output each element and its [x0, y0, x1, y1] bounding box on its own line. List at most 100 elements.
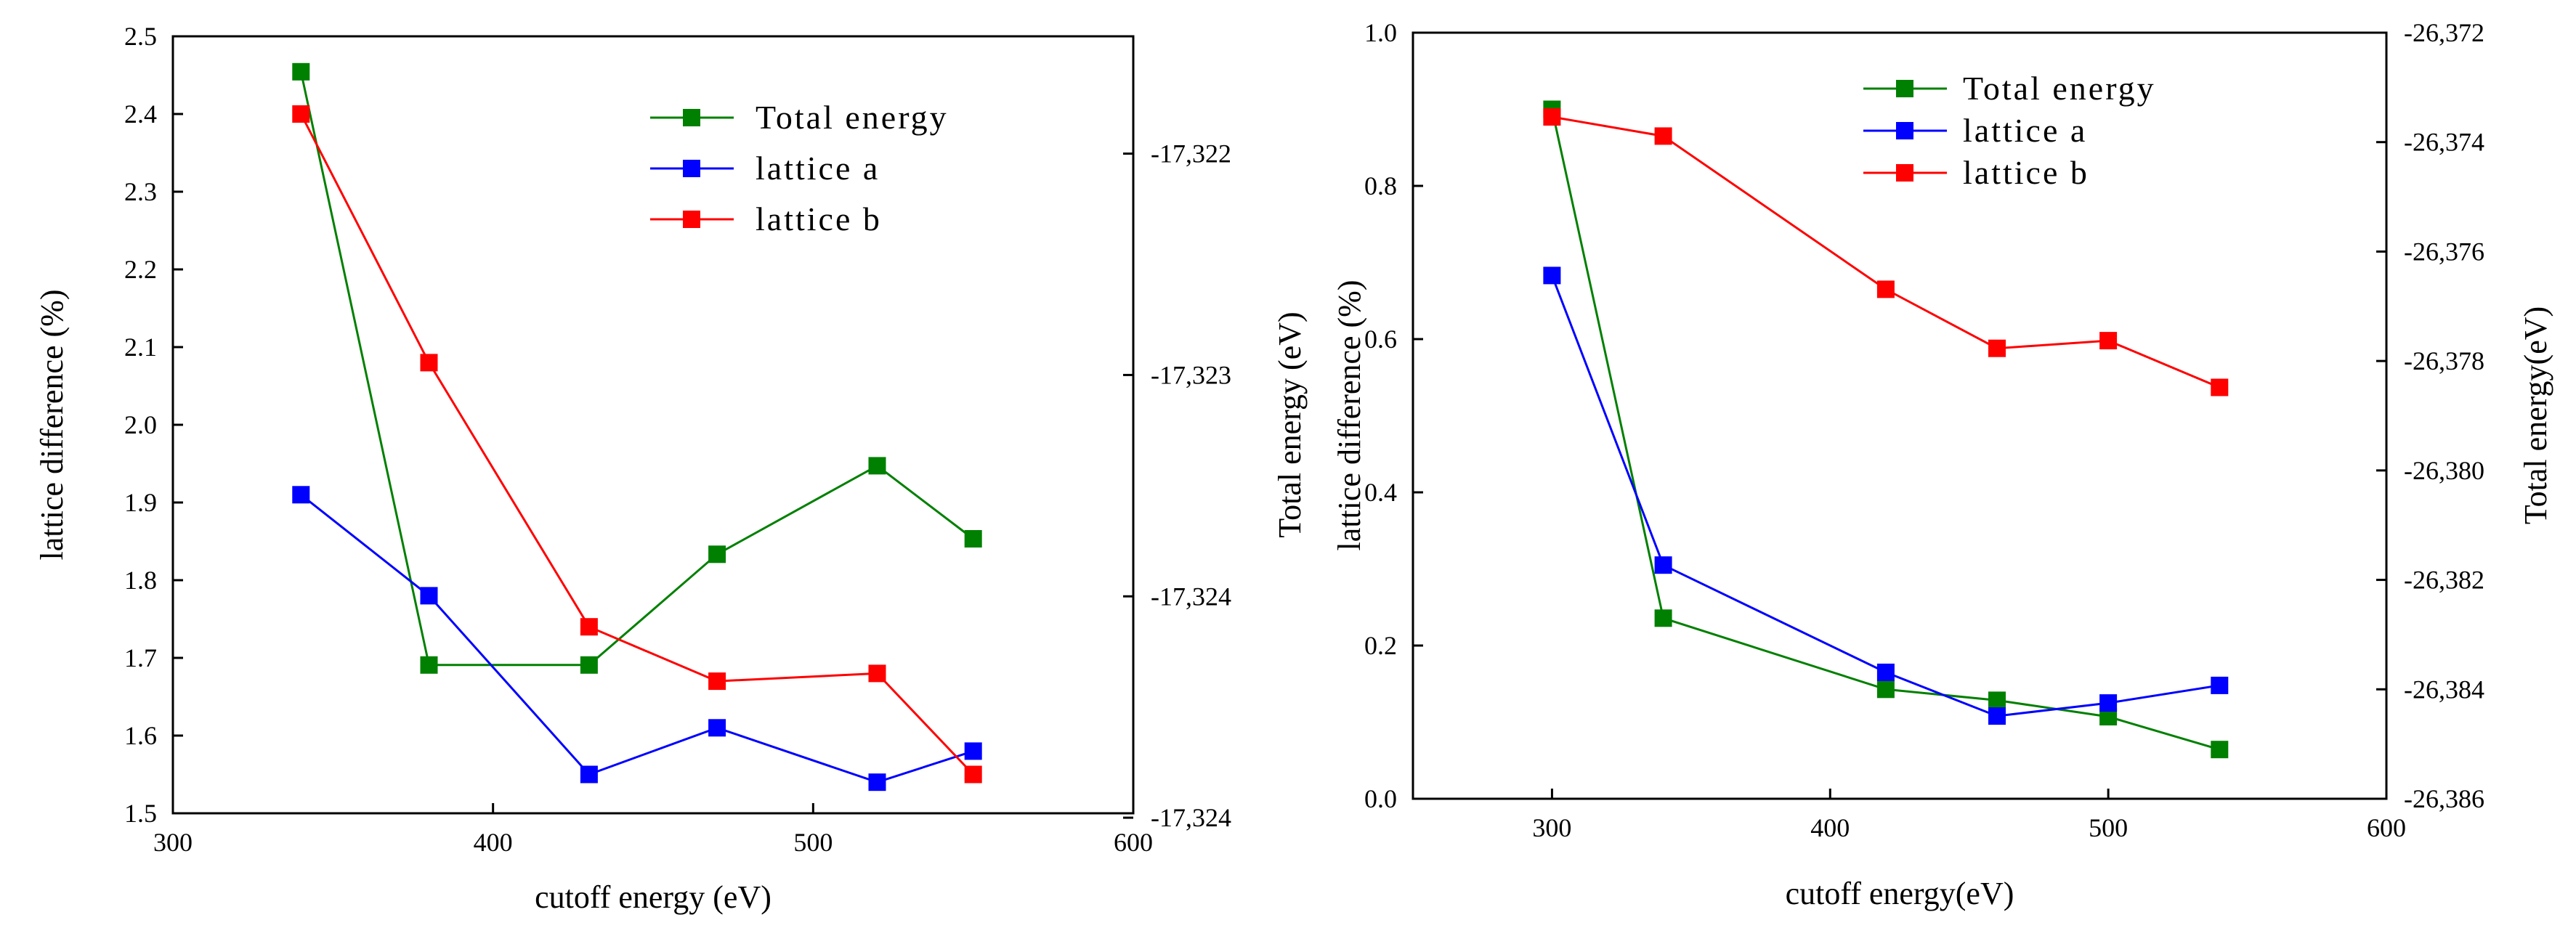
y2-tick-label: -26,384	[2404, 675, 2484, 704]
plot-frame	[1411, 31, 2388, 800]
y-tick-label: 0.2	[1364, 631, 1397, 660]
y-tick-label: 2.5	[124, 22, 157, 51]
y-tick-label: 0.6	[1364, 325, 1397, 354]
data-point	[708, 545, 726, 563]
data-point	[1988, 691, 2006, 709]
series-line-lattice-b	[1552, 115, 2220, 388]
series-group	[292, 62, 982, 791]
data-point	[1988, 339, 2006, 357]
legend: Total energy lattice a lattice b	[1863, 70, 2156, 191]
series-line-lattice-a	[300, 494, 974, 784]
y-tick-label: 2.3	[124, 177, 157, 206]
data-point	[2211, 378, 2229, 396]
y-tick-label: 0.8	[1364, 171, 1397, 200]
data-point	[708, 719, 726, 737]
data-point	[580, 618, 598, 636]
legend-label: Total energy	[756, 99, 949, 136]
data-point	[868, 457, 886, 475]
y2-tick-label: -17,322	[1151, 139, 1231, 168]
y2-tick-label: -26,378	[2404, 346, 2484, 375]
y2-tick-label: -26,386	[2404, 784, 2484, 813]
series-line-total-energy	[1550, 109, 2220, 751]
y2-tick-label: -17,324	[1151, 803, 1231, 832]
x-tick-label: 300	[1532, 813, 1571, 842]
data-point	[420, 656, 438, 674]
series-line-total-energy	[299, 71, 974, 667]
chart-right: 300 400 500 600 0.0 0.2 0.4 0.6 0.8 1.0 -26,372 -26…	[1332, 18, 2553, 911]
y2-tick-label: -26,372	[2404, 18, 2484, 47]
data-point	[964, 530, 982, 548]
data-point	[964, 765, 982, 784]
plot-frame	[171, 35, 1135, 815]
y-tick-label: 2.1	[124, 333, 157, 362]
y-tick-label: 0.4	[1364, 478, 1397, 507]
data-point	[1988, 707, 2006, 725]
x-tick-label: 500	[793, 828, 833, 857]
data-point	[1654, 609, 1672, 627]
x-tick-label: 400	[1810, 813, 1850, 842]
data-point	[420, 354, 438, 372]
legend-marker	[1896, 80, 1913, 97]
x-tick-label: 600	[2367, 813, 2406, 842]
legend-marker	[683, 109, 700, 126]
y-tick-label: 2.4	[124, 99, 157, 129]
legend-label: lattice a	[756, 150, 880, 187]
legend-label: lattice b	[1963, 154, 2089, 191]
x-tick-label: 300	[153, 828, 193, 857]
legend-marker	[683, 160, 700, 177]
chart-left: 300 400 500 600 1.5 1.6 1.7 1.8 1.9 2.0 2.1 2.2 2.3 2…	[34, 22, 1308, 915]
data-point	[1543, 108, 1561, 126]
data-point	[1876, 280, 1895, 298]
y2-tick-label: -26,382	[2404, 566, 2484, 595]
data-point	[292, 62, 310, 81]
y-tick-label: 0.0	[1364, 784, 1397, 813]
data-point	[1876, 680, 1895, 699]
legend-label: lattice a	[1963, 112, 2087, 149]
data-point	[2099, 694, 2118, 712]
series-line-lattice-b	[299, 113, 974, 776]
data-point	[964, 742, 982, 760]
x-axis-title: cutoff energy(eV)	[1786, 876, 2014, 911]
ticks: 300 400 500 600 1.5 1.6 1.7 1.8 1.9 2.0 2.1 2.2 2.3 2…	[124, 22, 1231, 857]
data-point	[1543, 266, 1561, 285]
legend-label: Total energy	[1963, 70, 2156, 107]
data-point	[580, 765, 598, 784]
y-tick-label: 1.8	[124, 566, 157, 595]
data-point	[1654, 127, 1672, 145]
y2-axis-title: Total energy(eV)	[2518, 306, 2553, 524]
data-point	[420, 587, 438, 605]
y-tick-label: 2.2	[124, 255, 157, 284]
legend-label: lattice b	[756, 200, 882, 237]
y-tick-label: 1.0	[1364, 18, 1397, 47]
y-tick-label: 1.7	[124, 643, 157, 672]
data-point	[868, 664, 886, 683]
y2-axis-title: Total energy (eV)	[1272, 312, 1308, 537]
legend: Total energy lattice a lattice b	[650, 99, 949, 237]
data-point	[292, 105, 310, 123]
ticks: 300 400 500 600 0.0 0.2 0.4 0.6 0.8 1.0 -26,372 -26…	[1364, 18, 2484, 842]
series-group	[1543, 100, 2229, 759]
x-tick-label: 500	[2089, 813, 2128, 842]
x-tick-label: 400	[474, 828, 513, 857]
y2-tick-label: -26,380	[2404, 456, 2484, 485]
data-point	[2099, 332, 2118, 350]
y-tick-label: 1.6	[124, 721, 157, 750]
series-line-lattice-a	[1550, 274, 2220, 717]
y-axis-title: lattice difference (%)	[34, 290, 70, 561]
y2-tick-label: -17,323	[1151, 360, 1231, 389]
y2-tick-label: -26,374	[2404, 128, 2484, 157]
data-point	[2211, 741, 2229, 759]
y-tick-label: 2.0	[124, 410, 157, 439]
data-point	[1654, 556, 1672, 574]
legend-marker	[683, 211, 700, 228]
x-tick-label: 600	[1114, 828, 1153, 857]
data-point	[580, 656, 598, 674]
data-point	[2211, 676, 2229, 694]
y2-tick-label: -17,324	[1151, 582, 1231, 611]
y2-tick-label: -26,376	[2404, 237, 2484, 266]
data-point	[868, 773, 886, 791]
y-tick-label: 1.9	[124, 488, 157, 517]
data-point	[1876, 663, 1895, 681]
y-axis-title: lattice difference (%)	[1332, 280, 1367, 551]
